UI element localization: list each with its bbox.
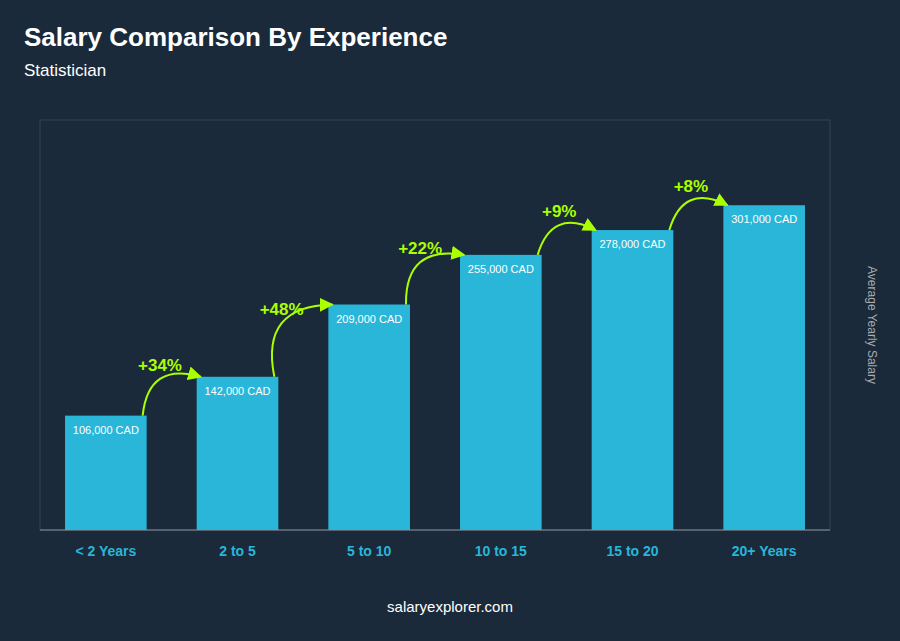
- change-label: +48%: [260, 300, 304, 319]
- plot-frame: [40, 120, 830, 530]
- category-label: 15 to 20: [606, 543, 658, 559]
- change-arrow: [538, 223, 596, 255]
- value-label: 106,000 CAD: [73, 424, 139, 436]
- bar: [65, 416, 147, 530]
- category-label: 10 to 15: [475, 543, 527, 559]
- change-arrow: [143, 373, 201, 415]
- bar: [592, 230, 674, 530]
- value-label: 209,000 CAD: [336, 313, 402, 325]
- category-label: 20+ Years: [732, 543, 797, 559]
- bar: [460, 255, 542, 530]
- chart: Salary Comparison By Experience Statistic…: [0, 0, 900, 641]
- value-label: 142,000 CAD: [204, 385, 270, 397]
- value-label: 255,000 CAD: [468, 263, 534, 275]
- bar: [723, 205, 805, 530]
- bar: [328, 305, 410, 531]
- change-arrow: [669, 198, 727, 230]
- change-arrow: [406, 253, 464, 304]
- value-label: 278,000 CAD: [599, 238, 665, 250]
- footer: salaryexplorer.com: [387, 598, 513, 615]
- baseline: [40, 530, 830, 531]
- bars: [65, 205, 805, 530]
- title: Salary Comparison By Experience: [24, 22, 447, 52]
- change-label: +8%: [674, 177, 709, 196]
- change-label: +9%: [542, 202, 577, 221]
- category-label: 2 to 5: [219, 543, 256, 559]
- background: [0, 0, 900, 641]
- subtitle: Statistician: [24, 61, 106, 80]
- bar: [197, 377, 279, 530]
- change-label: +34%: [138, 356, 182, 375]
- change-label: +22%: [398, 239, 442, 258]
- category-label: < 2 Years: [75, 543, 136, 559]
- category-label: 5 to 10: [347, 543, 392, 559]
- y-axis-label: Average Yearly Salary: [865, 266, 879, 384]
- value-label: 301,000 CAD: [731, 213, 797, 225]
